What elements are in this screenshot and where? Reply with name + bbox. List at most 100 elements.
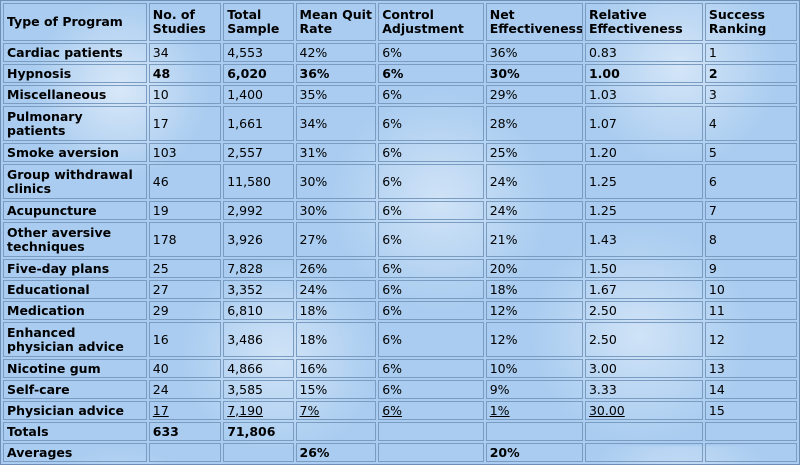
rank-cell: 15 [704,401,797,420]
studies-cell: 17 [148,401,222,420]
quit-cell: 24% [295,280,377,299]
relative-value: 30.00 [588,402,625,418]
studies-cell: 16 [148,322,222,357]
sample-value: 7,190 [227,402,263,418]
table-row: Enhanced physician advice 16 3,486 18% 6… [3,322,797,357]
net-cell: 28% [485,106,583,141]
relative-cell: 3.33 [584,380,703,399]
table-row: Smoke aversion 103 2,557 31% 6% 25% 1.20… [3,143,797,162]
quit-cell: 7% [295,401,377,420]
control-cell: 6% [378,143,484,162]
rank-cell: 3 [704,85,797,104]
studies-cell: 10 [148,85,222,104]
sample-cell: 6,020 [223,64,294,83]
control-cell: 6% [378,64,484,83]
sample-cell: 4,866 [223,359,294,378]
table-row: Miscellaneous 10 1,400 35% 6% 29% 1.03 3 [3,85,797,104]
sample-cell: 3,352 [223,280,294,299]
control-cell: 6% [378,301,484,320]
net-cell: 12% [485,322,583,357]
empty-cell [704,422,797,441]
program-cell: Nicotine gum [3,359,147,378]
quit-value: 7% [299,402,320,418]
totals-sample: 71,806 [223,422,294,441]
quit-cell: 27% [295,222,377,257]
sample-cell: 3,486 [223,322,294,357]
header-sample: Total Sample [223,3,294,41]
program-cell: Group withdrawal clinics [3,164,147,199]
rank-cell: 14 [704,380,797,399]
relative-cell: 1.43 [584,222,703,257]
relative-cell: 1.03 [584,85,703,104]
quit-cell: 42% [295,43,377,62]
studies-value: 17 [152,402,169,418]
net-cell: 10% [485,359,583,378]
program-cell: Self-care [3,380,147,399]
sample-cell: 11,580 [223,164,294,199]
quit-cell: 26% [295,259,377,278]
program-cell: Acupuncture [3,201,147,220]
header-row: Type of Program No. of Studies Total Sam… [3,3,797,41]
sample-cell: 2,992 [223,201,294,220]
net-cell: 18% [485,280,583,299]
net-cell: 12% [485,301,583,320]
control-cell: 6% [378,359,484,378]
quit-cell: 30% [295,201,377,220]
control-cell: 6% [378,280,484,299]
header-quit-rate: Mean Quit Rate [295,3,377,41]
empty-cell [584,422,703,441]
studies-cell: 178 [148,222,222,257]
control-cell: 6% [378,259,484,278]
studies-cell: 40 [148,359,222,378]
relative-cell: 1.25 [584,201,703,220]
program-cell: Miscellaneous [3,85,147,104]
totals-studies: 633 [148,422,222,441]
sample-cell: 2,557 [223,143,294,162]
table-row: Five-day plans 25 7,828 26% 6% 20% 1.50 … [3,259,797,278]
sample-cell: 4,553 [223,43,294,62]
empty-cell [378,422,484,441]
table-row: Pulmonary patients 17 1,661 34% 6% 28% 1… [3,106,797,141]
net-cell: 1% [485,401,583,420]
studies-cell: 17 [148,106,222,141]
relative-cell: 1.07 [584,106,703,141]
sample-cell: 6,810 [223,301,294,320]
table-row: Medication 29 6,810 18% 6% 12% 2.50 11 [3,301,797,320]
rank-cell: 12 [704,322,797,357]
control-cell: 6% [378,43,484,62]
rank-cell: 9 [704,259,797,278]
program-cell: Cardiac patients [3,43,147,62]
program-cell: Smoke aversion [3,143,147,162]
studies-cell: 19 [148,201,222,220]
program-cell: Five-day plans [3,259,147,278]
net-cell: 25% [485,143,583,162]
rank-cell: 10 [704,280,797,299]
net-cell: 24% [485,201,583,220]
program-cell: Enhanced physician advice [3,322,147,357]
header-net: Net Effectiveness [485,3,583,41]
rank-cell: 11 [704,301,797,320]
table-row: Physician advice 17 7,190 7% 6% 1% 30.00… [3,401,797,420]
table-row: Self-care 24 3,585 15% 6% 9% 3.33 14 [3,380,797,399]
relative-cell: 30.00 [584,401,703,420]
program-cell: Medication [3,301,147,320]
header-relative: Relative Effectiveness [584,3,703,41]
studies-cell: 48 [148,64,222,83]
control-cell: 6% [378,164,484,199]
table-row: Acupuncture 19 2,992 30% 6% 24% 1.25 7 [3,201,797,220]
table-row: Hypnosis 48 6,020 36% 6% 30% 1.00 2 [3,64,797,83]
relative-cell: 0.83 [584,43,703,62]
relative-cell: 1.25 [584,164,703,199]
table-row: Group withdrawal clinics 46 11,580 30% 6… [3,164,797,199]
relative-cell: 1.50 [584,259,703,278]
control-cell: 6% [378,85,484,104]
program-cell: Physician advice [3,401,147,420]
rank-cell: 8 [704,222,797,257]
studies-cell: 27 [148,280,222,299]
header-control: Control Adjustment [378,3,484,41]
quit-cell: 16% [295,359,377,378]
studies-cell: 24 [148,380,222,399]
relative-cell: 2.50 [584,301,703,320]
empty-cell [485,422,583,441]
